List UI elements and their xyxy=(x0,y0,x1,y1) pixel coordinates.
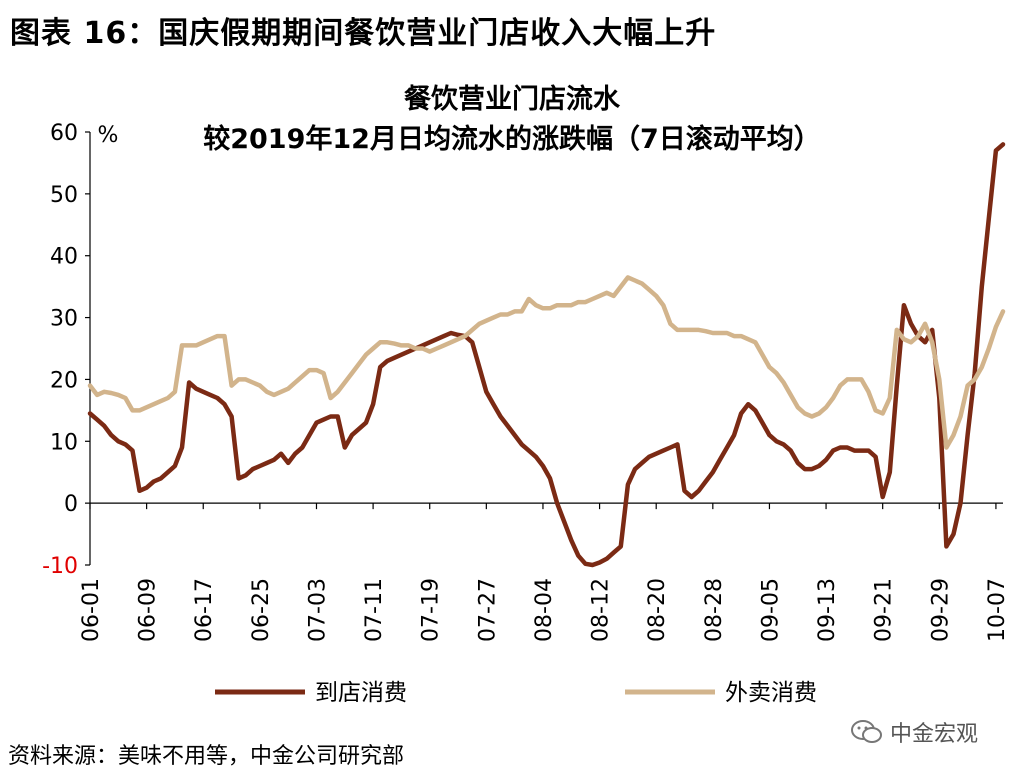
chart-title-line: 餐饮营业门店流水 xyxy=(404,84,621,115)
x-tick-label: 08-28 xyxy=(702,578,727,642)
x-tick-label: 06-09 xyxy=(136,578,161,642)
y-tick-label: 60 xyxy=(50,121,78,146)
y-axis-unit: % xyxy=(98,123,119,148)
x-tick-label: 06-17 xyxy=(192,578,217,642)
y-tick-label: 20 xyxy=(50,368,78,393)
x-tick-label: 08-12 xyxy=(589,578,614,642)
x-tick-label: 06-01 xyxy=(79,578,104,642)
y-tick-label: 50 xyxy=(50,183,78,208)
x-tick-label: 07-03 xyxy=(305,578,330,642)
source-note: 资料来源：美味不用等，中金公司研究部 xyxy=(8,744,405,769)
legend-label: 外卖消费 xyxy=(725,680,817,706)
wechat-icon xyxy=(851,720,882,743)
y-tick-label: -10 xyxy=(42,554,78,579)
x-tick-label: 09-05 xyxy=(758,578,783,642)
chart-title-line: 较2019年12月日均流水的涨跌幅（7日滚动平均） xyxy=(203,123,821,155)
x-tick-label: 09-29 xyxy=(928,578,953,642)
x-tick-label: 08-04 xyxy=(532,578,557,642)
x-tick-label: 06-25 xyxy=(249,578,274,642)
x-tick-label: 07-19 xyxy=(419,578,444,642)
y-tick-label: 40 xyxy=(50,245,78,270)
y-tick-label: 0 xyxy=(64,492,78,517)
x-tick-label: 07-11 xyxy=(362,578,387,642)
watermark-text: 中金宏观 xyxy=(890,722,979,747)
y-tick-label: 30 xyxy=(50,307,78,332)
figure-title: 图表 16：国庆假期期间餐饮营业门店收入大幅上升 xyxy=(10,16,717,51)
series-line-delivery xyxy=(87,275,1006,450)
legend-label: 到店消费 xyxy=(315,680,407,706)
x-tick-label: 07-27 xyxy=(475,578,500,642)
x-tick-label: 09-13 xyxy=(815,578,840,642)
series-line-store xyxy=(87,142,1006,568)
x-tick-label: 08-20 xyxy=(645,578,670,642)
x-tick-label: 10-07 xyxy=(985,578,1010,642)
watermark: 中金宏观 xyxy=(850,716,978,748)
y-tick-label: 10 xyxy=(50,430,78,455)
x-tick-label: 09-21 xyxy=(872,578,897,642)
